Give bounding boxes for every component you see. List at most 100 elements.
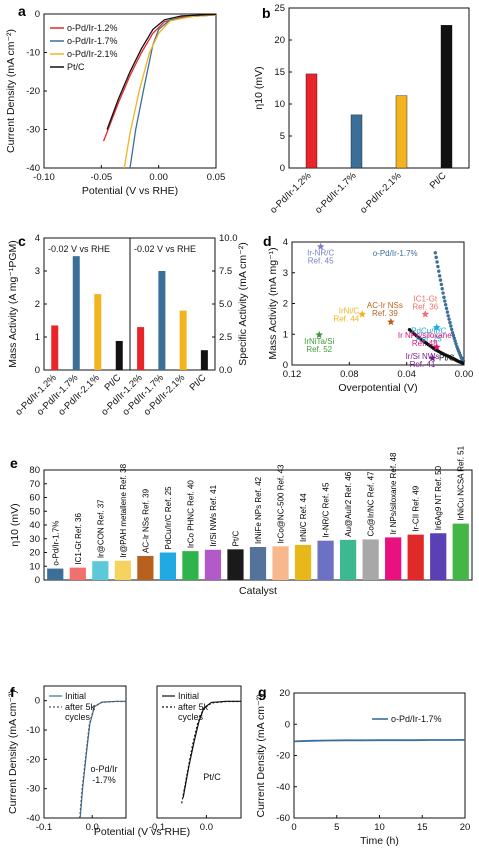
curve-point bbox=[435, 260, 439, 264]
y-axis-label: Current Density (mA cm⁻²) bbox=[255, 694, 267, 818]
panel-label-a: a bbox=[18, 3, 26, 19]
panel-label-e: e bbox=[10, 455, 18, 471]
y-tick-label: 4 bbox=[283, 237, 288, 248]
x-tick-label: 0.00 bbox=[455, 369, 474, 380]
legend-label: o-Pd/Ir-1.7% bbox=[391, 714, 442, 724]
bar bbox=[452, 523, 469, 580]
reference-label: AC-Ir NSs bbox=[367, 301, 403, 310]
bar-label: AC-Ir NSs Ref. 39 bbox=[141, 488, 150, 553]
panel-g: 0 5 10 15 20 20 0 -20 -40 -60 o-Pd/Ir-1.7% Time (h)… bbox=[255, 688, 470, 847]
x-axis-label: Time (h) bbox=[360, 835, 399, 847]
y-tick-label: 0 bbox=[280, 163, 285, 174]
bar-label: Ir NPs/siloxane Ref. 48 bbox=[389, 452, 398, 534]
legend-label: cycles bbox=[65, 712, 91, 722]
bar bbox=[92, 561, 109, 580]
y-tick-label: 25 bbox=[274, 3, 285, 14]
curve-point bbox=[442, 295, 446, 300]
bar bbox=[47, 568, 64, 580]
reference-citation: Ref. 25 bbox=[416, 334, 442, 343]
panel-label-d: d bbox=[263, 233, 272, 249]
curve-point bbox=[454, 342, 458, 346]
bar-label: IrCo PHNC Ref. 40 bbox=[186, 480, 195, 549]
reference-label: Ir/Si NWs bbox=[406, 352, 440, 361]
reference-label: IC1-Gt bbox=[414, 294, 438, 303]
x-tick-label: 20 bbox=[460, 822, 471, 833]
y-tick-label: 80 bbox=[29, 465, 40, 476]
y-tick-label: -40 bbox=[26, 163, 40, 174]
y-axis-label: η10 (mV) bbox=[9, 503, 21, 546]
reference-citation: Ref. 48 bbox=[412, 339, 438, 348]
series-line bbox=[129, 14, 217, 169]
curve-point bbox=[449, 324, 453, 328]
y-tick-label: -20 bbox=[276, 751, 290, 762]
curve-point bbox=[433, 251, 438, 255]
reference-citation: Ref. 41 bbox=[410, 360, 436, 369]
bar-label: IrNiCu NCSA Ref. 51 bbox=[457, 445, 466, 520]
y-tick-label: 0 bbox=[35, 365, 40, 376]
y-tick-label: 0 bbox=[35, 9, 40, 20]
bar bbox=[430, 533, 447, 580]
y-tick-label: 70 bbox=[29, 479, 40, 490]
y2-tick-label: 0.0 bbox=[219, 365, 232, 376]
curve-point bbox=[434, 255, 438, 260]
bar-label: IrNi/C Ref. 44 bbox=[299, 493, 308, 542]
panel-annotation: -1.7% bbox=[92, 775, 116, 785]
bar-label: Ir/Si NWs Ref. 41 bbox=[209, 484, 218, 546]
bar bbox=[272, 546, 289, 580]
x-tick-label: 0.05 bbox=[207, 172, 226, 183]
bar bbox=[227, 549, 244, 580]
curve-point bbox=[443, 299, 447, 303]
y-tick-label: -40 bbox=[276, 782, 290, 793]
bar-label: Ir@PAH metallene Ref. 38 bbox=[119, 463, 128, 557]
y-tick-label: 0 bbox=[285, 719, 290, 730]
curve-point bbox=[439, 282, 444, 287]
x-tick-label: 10 bbox=[374, 822, 385, 833]
legend-label: o-Pd/Ir-1.7% bbox=[67, 36, 118, 46]
curve-label: o-Pd/Ir-1.7% bbox=[373, 249, 418, 258]
curve-point bbox=[440, 287, 444, 291]
y-axis-label: η10 (mV) bbox=[253, 66, 265, 109]
x-tick-label: 0.0 bbox=[200, 822, 213, 833]
bar-mass-activity bbox=[72, 256, 80, 370]
x-tick-label: 0.00 bbox=[149, 172, 168, 183]
reference-point bbox=[387, 317, 395, 326]
y-axis-label: Current Density (mA cm⁻²) bbox=[5, 29, 17, 153]
y2-axis-label: Specific Activity (mA cm⁻²) bbox=[237, 242, 249, 365]
panel-d: 0.12 0.08 0.04 0.00 0 1 2 3 4 o-Pd/Ir-1.7% Pt/C Ir-… bbox=[267, 237, 473, 394]
x-axis-label: Catalyst bbox=[239, 585, 277, 597]
y-tick-label: 15 bbox=[274, 67, 285, 78]
reference-point bbox=[428, 354, 437, 362]
y-tick-label: 2 bbox=[35, 299, 40, 310]
reference-citation: Ref. 44 bbox=[333, 314, 359, 323]
annotation: -0.02 V vs RHE bbox=[134, 244, 196, 254]
bar-label: o-Pd/Ir-1.7% bbox=[51, 521, 60, 566]
y-tick-label: 40 bbox=[29, 520, 40, 531]
curve-point bbox=[437, 269, 441, 273]
panel-label-b: b bbox=[262, 5, 271, 21]
bar bbox=[305, 73, 318, 169]
reference-point bbox=[421, 310, 430, 318]
bar bbox=[339, 539, 357, 580]
bar bbox=[385, 537, 402, 580]
curve-point bbox=[452, 336, 456, 340]
legend-label: Initial bbox=[65, 691, 86, 701]
legend-label: Pt/C bbox=[67, 62, 85, 72]
annotation: -0.02 V vs RHE bbox=[48, 244, 110, 254]
bar-label: Pt/C bbox=[231, 531, 240, 547]
x-tick-label: -0.10 bbox=[33, 172, 55, 183]
y-tick-label: -30 bbox=[26, 784, 40, 795]
reference-point bbox=[433, 343, 441, 351]
reference-label: Ir NPs/siloxane bbox=[398, 331, 452, 340]
y-tick-label: -20 bbox=[26, 754, 40, 765]
panel-annotation: Pt/C bbox=[203, 772, 221, 782]
bar bbox=[407, 534, 424, 580]
bar-label: Ir-CII Ref. 49 bbox=[412, 485, 421, 531]
panel-label-g: g bbox=[258, 684, 267, 700]
y-tick-label: 20 bbox=[279, 688, 290, 699]
plot-frame bbox=[43, 685, 127, 819]
bar bbox=[204, 549, 222, 580]
curve-point bbox=[443, 303, 448, 307]
legend-label: Initial bbox=[178, 691, 199, 701]
